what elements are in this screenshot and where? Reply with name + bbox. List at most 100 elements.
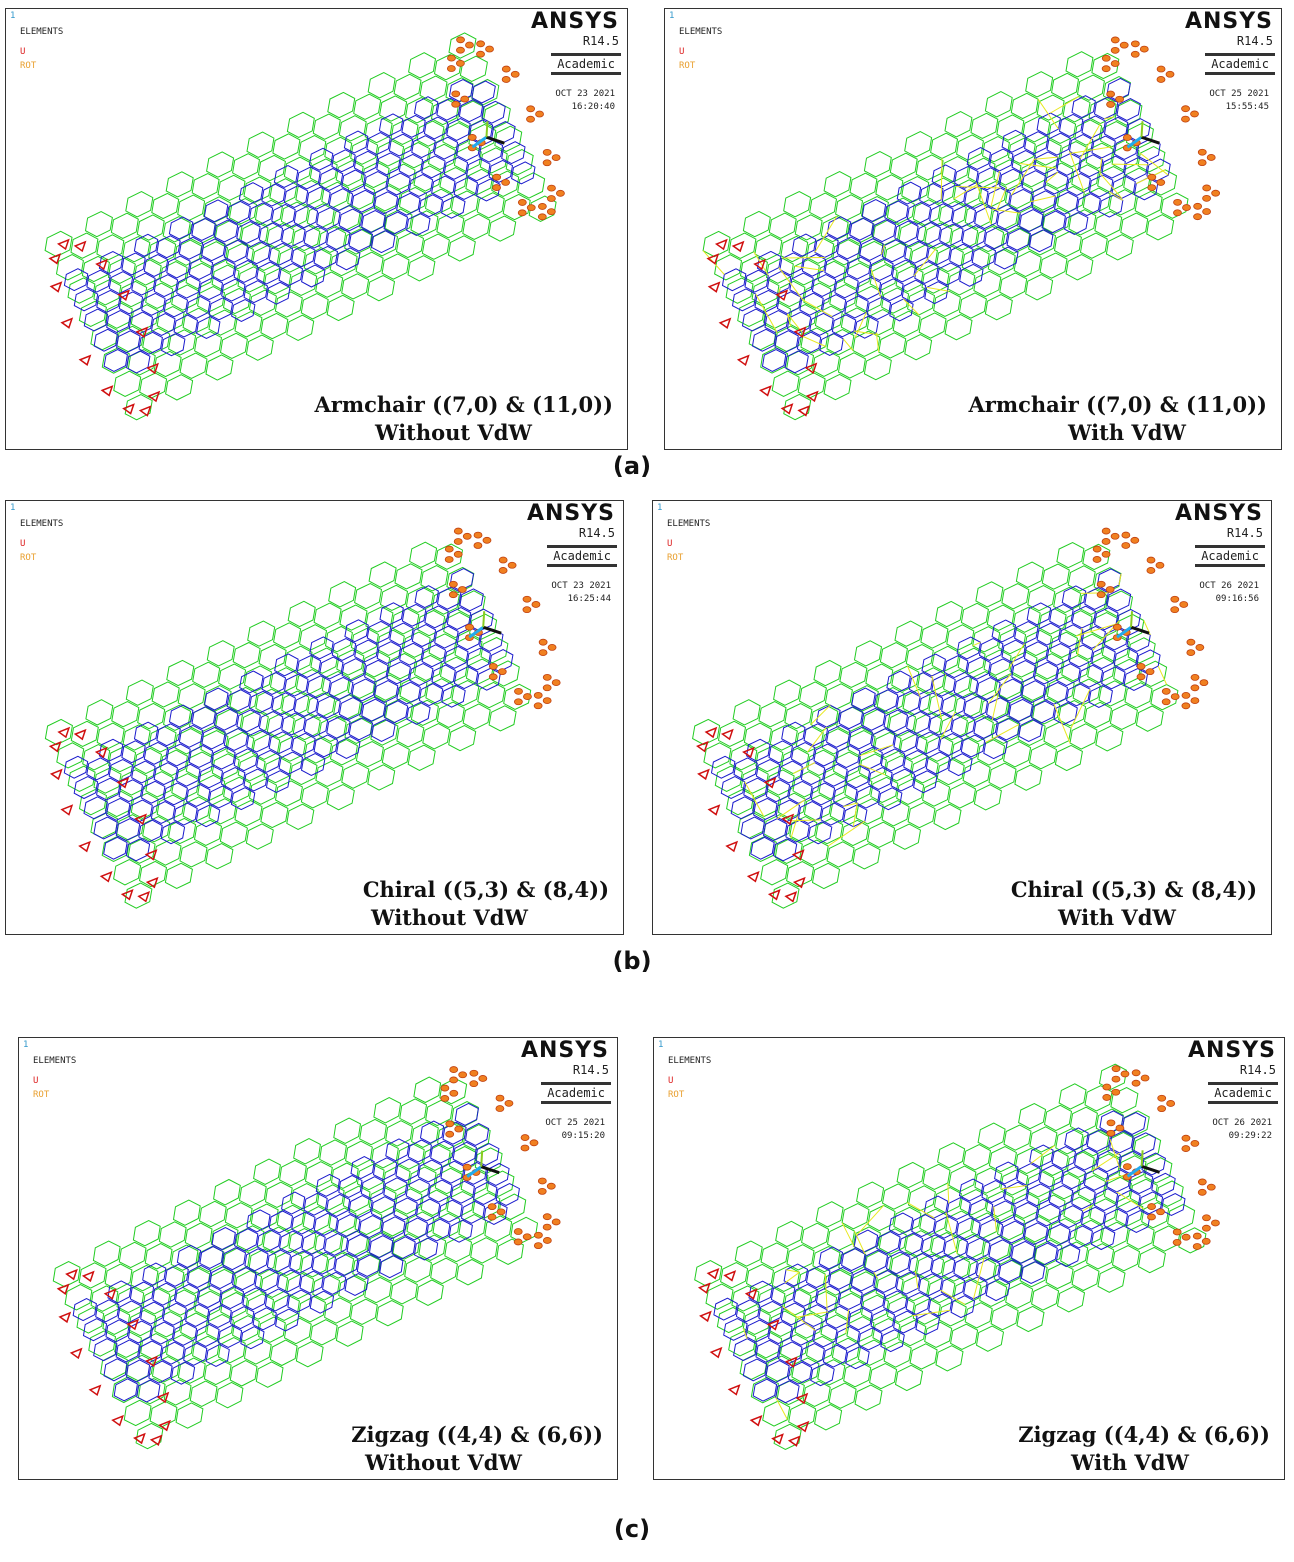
rotation-marker bbox=[1103, 1084, 1111, 1090]
rotation-marker bbox=[521, 1135, 529, 1141]
rotation-marker bbox=[1187, 650, 1195, 656]
edition: Academic bbox=[1208, 1082, 1278, 1104]
release: R14.5 bbox=[1237, 34, 1273, 48]
window-number: 1 bbox=[669, 11, 674, 21]
rotation-marker bbox=[1203, 209, 1211, 215]
constraint-marker bbox=[71, 1349, 81, 1358]
rotation-marker bbox=[465, 42, 473, 48]
rotation-marker bbox=[1202, 1238, 1210, 1244]
axis-triad bbox=[1131, 627, 1149, 633]
rotation-marker bbox=[1166, 71, 1174, 77]
axis-triad bbox=[483, 611, 484, 627]
constraint-marker bbox=[711, 1348, 721, 1357]
rotation-marker bbox=[497, 1209, 505, 1215]
constraint-marker bbox=[96, 748, 106, 757]
rotation-marker bbox=[1202, 1225, 1210, 1231]
rotation-marker bbox=[479, 1075, 487, 1081]
rotation-marker bbox=[1174, 199, 1182, 205]
constraint-marker bbox=[105, 1290, 115, 1299]
constraint-marker bbox=[717, 240, 727, 249]
rotation-marker bbox=[1193, 1243, 1201, 1249]
constraint-marker bbox=[723, 730, 733, 739]
rotation-marker bbox=[489, 674, 497, 680]
rotation-marker bbox=[523, 607, 531, 613]
rotation-marker bbox=[1212, 190, 1220, 196]
rotation-marker bbox=[534, 1232, 542, 1238]
rotation-marker bbox=[1107, 101, 1115, 107]
window-number: 1 bbox=[10, 11, 15, 21]
rotation-marker bbox=[450, 1077, 458, 1083]
rotation-marker bbox=[556, 190, 564, 196]
brand: ANSYS bbox=[1175, 501, 1263, 526]
rotation-marker bbox=[441, 1095, 449, 1101]
ansys-screenshot: 1ELEMENTSUROTANSYSR14.5AcademicOCT 23 20… bbox=[5, 8, 628, 450]
time: 09:29:22 bbox=[1229, 1131, 1272, 1141]
rotation-marker bbox=[514, 1229, 522, 1235]
rotation-marker bbox=[536, 111, 544, 117]
constraint-marker bbox=[62, 806, 72, 815]
constraint-marker bbox=[769, 890, 779, 899]
rotation-marker bbox=[1162, 699, 1170, 705]
subcaption: Without VdW bbox=[365, 1450, 522, 1475]
rotation-marker bbox=[1191, 674, 1199, 680]
rotation-marker bbox=[499, 557, 507, 563]
rotation-marker bbox=[514, 688, 522, 694]
rotation-marker bbox=[470, 1070, 478, 1076]
rotation-marker bbox=[1182, 703, 1190, 709]
rotation-marker bbox=[477, 51, 485, 57]
constraint-marker bbox=[725, 1271, 735, 1280]
rotation-marker bbox=[1140, 46, 1148, 52]
rotation-marker bbox=[458, 586, 466, 592]
legend-u: U bbox=[20, 539, 25, 549]
rotation-marker bbox=[496, 1095, 504, 1101]
mesh-view bbox=[654, 1038, 1285, 1480]
constraint-marker bbox=[751, 1416, 761, 1425]
rotation-marker bbox=[1194, 203, 1202, 209]
rotation-marker bbox=[514, 1239, 522, 1245]
constraint-marker bbox=[744, 748, 754, 757]
mesh-lines bbox=[73, 1103, 519, 1402]
rotation-marker bbox=[1107, 91, 1115, 97]
window-number: 1 bbox=[10, 503, 15, 513]
axis-triad bbox=[481, 1151, 482, 1167]
rotation-marker bbox=[456, 47, 464, 53]
rotation-marker bbox=[499, 567, 507, 573]
group-label: (b) bbox=[612, 947, 651, 975]
rotation-marker bbox=[1191, 685, 1199, 691]
subcaption: Without VdW bbox=[375, 420, 532, 445]
rotation-marker bbox=[1207, 154, 1215, 160]
time: 09:15:20 bbox=[562, 1131, 605, 1141]
rotation-marker bbox=[447, 66, 455, 72]
rotation-marker bbox=[543, 160, 551, 166]
rotation-marker bbox=[1146, 669, 1154, 675]
subcaption: With VdW bbox=[1071, 1450, 1189, 1475]
subcaption: With VdW bbox=[1058, 905, 1176, 930]
date: OCT 23 2021 bbox=[555, 89, 615, 99]
legend-rot: ROT bbox=[668, 1090, 684, 1100]
axis-triad bbox=[1141, 121, 1142, 137]
rotation-marker bbox=[450, 1067, 458, 1073]
ansys-screenshot: 1ELEMENTSUROTANSYSR14.5AcademicOCT 25 20… bbox=[664, 8, 1282, 450]
rotation-marker bbox=[1187, 639, 1195, 645]
constraint-marker bbox=[67, 1270, 77, 1279]
constraint-marker bbox=[80, 356, 90, 365]
rotation-marker bbox=[488, 1204, 496, 1210]
date: OCT 26 2021 bbox=[1212, 1118, 1272, 1128]
constraint-marker bbox=[75, 730, 85, 739]
constraint-marker bbox=[60, 1313, 70, 1322]
rotation-marker bbox=[1173, 1229, 1181, 1235]
rotation-marker bbox=[1132, 1070, 1140, 1076]
brand: ANSYS bbox=[1185, 9, 1273, 34]
rotation-marker bbox=[534, 1243, 542, 1249]
rotation-marker bbox=[1198, 149, 1206, 155]
rotation-marker bbox=[468, 134, 476, 140]
rotation-marker bbox=[450, 1090, 458, 1096]
constraint-marker bbox=[59, 240, 69, 249]
plot-type: ELEMENTS bbox=[668, 1056, 711, 1066]
rotation-marker bbox=[1207, 1184, 1215, 1190]
rotation-marker bbox=[543, 1224, 551, 1230]
release: R14.5 bbox=[1240, 1063, 1276, 1077]
constraint-marker bbox=[789, 1437, 799, 1446]
rotation-marker bbox=[1198, 1189, 1206, 1195]
rotation-marker bbox=[538, 214, 546, 220]
